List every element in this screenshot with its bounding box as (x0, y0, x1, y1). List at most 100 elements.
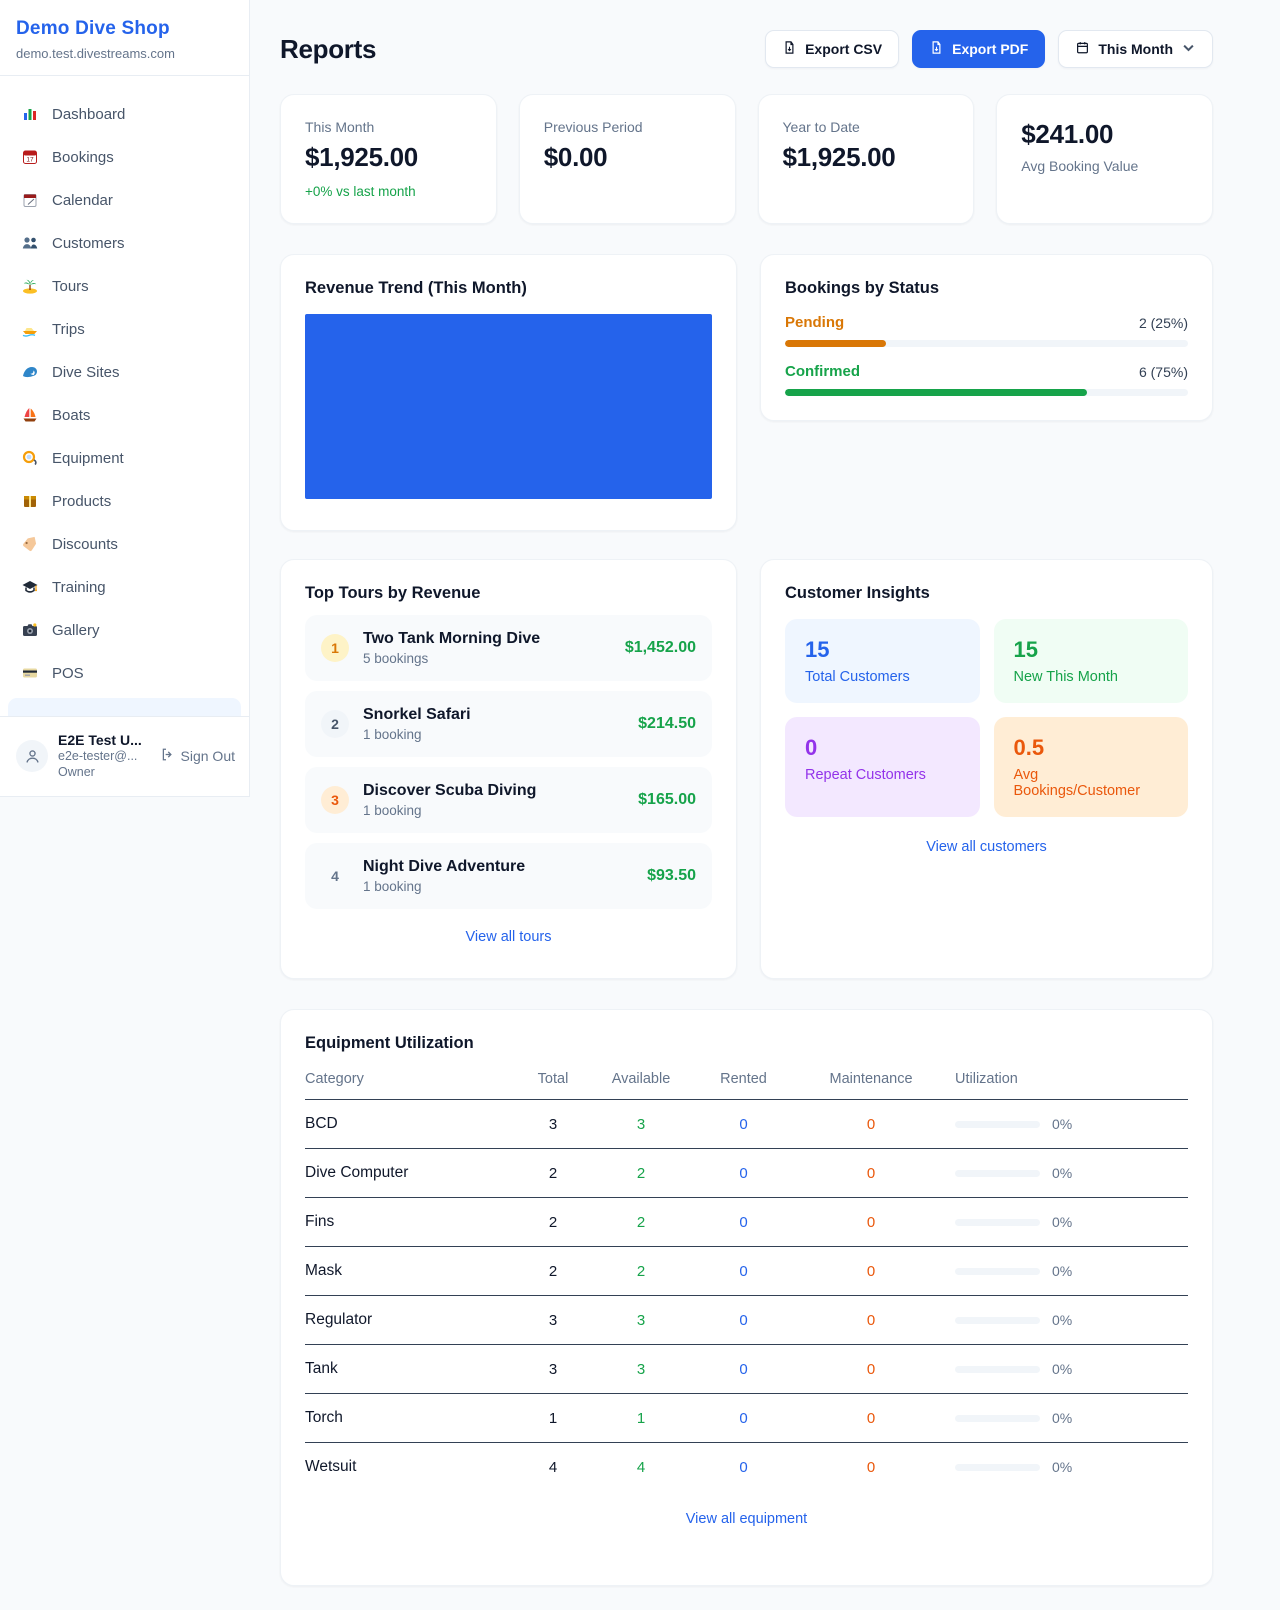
utilization-bar (955, 1267, 1040, 1275)
status-row-header: Confirmed 6 (75%) (785, 363, 1188, 380)
cell-available: 3 (636, 1115, 646, 1133)
view-all-customers-link[interactable]: View all customers (926, 839, 1047, 855)
view-all-tours-link[interactable]: View all tours (465, 929, 552, 945)
stat-value: $0.00 (543, 142, 608, 172)
status-row: Pending 2 (25%) (785, 314, 1188, 347)
sidebar-item-dashboard[interactable]: Dashboard (8, 96, 241, 132)
sidebar-item-trips[interactable]: Trips (8, 311, 241, 347)
user-role: Owner (58, 764, 95, 779)
table-row: Fins 2 2 0 0 0% (305, 1198, 1188, 1247)
sidebar-item-label: Tours (52, 277, 89, 295)
export-csv-button[interactable]: Export CSV (765, 30, 900, 68)
column-header-total: Total (537, 1071, 569, 1087)
utilization-bar (955, 1365, 1040, 1373)
sidebar-item-gallery[interactable]: Gallery (8, 612, 241, 648)
cell-available: 2 (636, 1164, 646, 1182)
status-rows: Pending 2 (25%) Confirmed 6 (75%) (785, 314, 1188, 396)
user-meta: E2E Test U... e2e-tester@... Owner (58, 732, 150, 781)
page-header: Reports Export CSV Export PDF (280, 30, 1213, 68)
tour-rows: 1 Two Tank Morning Dive 5 bookings $1,452.0… (305, 615, 712, 909)
view-all-equipment-link[interactable]: View all equipment (685, 1511, 808, 1527)
cell-total: 3 (548, 1311, 558, 1329)
sidebar-item-label: Calendar (52, 191, 113, 209)
brand-block: Demo Dive Shop demo.test.divestreams.com (0, 0, 249, 76)
sidebar-item-products[interactable]: Products (8, 483, 241, 519)
sidebar-item-label: Bookings (52, 148, 114, 166)
sidebar-item-label: POS (52, 664, 84, 682)
rank-badge: 3 (321, 786, 349, 814)
cell-rented: 0 (739, 1262, 748, 1280)
insight-tile: 0.5 Avg Bookings/Customer (993, 717, 1188, 817)
cell-total: 2 (548, 1262, 558, 1280)
table-row: Tank 3 3 0 0 0% (305, 1345, 1188, 1394)
sidebar-item-calendar[interactable]: Calendar (8, 182, 241, 218)
revenue-trend-card: Revenue Trend (This Month) (280, 254, 737, 531)
dashboard-icon (20, 104, 40, 124)
cell-category: Mask (305, 1262, 343, 1279)
sidebar-item-label: Customers (52, 234, 125, 252)
tour-revenue: $165.00 (638, 791, 696, 808)
sidebar-item-pos[interactable]: POS (8, 655, 241, 691)
stat-card: $241.00 Avg Booking Value (996, 94, 1213, 224)
status-count: 2 (25%) (1138, 314, 1188, 331)
column-header-category: Category (305, 1071, 364, 1087)
sidebar-item-equipment[interactable]: Equipment (8, 440, 241, 476)
cell-rented: 0 (739, 1409, 748, 1427)
utilization-bar (955, 1316, 1040, 1324)
sidebar-item-discounts[interactable]: Discounts (8, 526, 241, 562)
stat-label: Previous Period (543, 119, 643, 135)
table-row: Mask 2 2 0 0 0% (305, 1247, 1188, 1296)
sidebar-item-dive-sites[interactable]: Dive Sites (8, 354, 241, 390)
tour-info: Two Tank Morning Dive 5 bookings (363, 630, 611, 666)
tour-name: Two Tank Morning Dive (363, 630, 541, 647)
status-row: Confirmed 6 (75%) (785, 363, 1188, 396)
calendar-icon (20, 190, 40, 210)
stat-label: This Month (305, 119, 375, 135)
cell-rented: 0 (739, 1164, 748, 1182)
insight-tile: 15 Total Customers (785, 619, 980, 703)
header-actions: Export CSV Export PDF This Month (765, 30, 1213, 68)
training-icon (20, 577, 40, 597)
tour-info: Snorkel Safari 1 booking (363, 706, 624, 742)
sidebar-item-customers[interactable]: Customers (8, 225, 241, 261)
sidebar-item-training[interactable]: Training (8, 569, 241, 605)
calendar-icon (1075, 40, 1090, 58)
rank-badge: 1 (321, 634, 349, 662)
stat-delta: +0% vs last month (305, 184, 416, 199)
tour-bookings: 5 bookings (363, 651, 429, 666)
sidebar-item-tours[interactable]: Tours (8, 268, 241, 304)
tour-revenue: $93.50 (647, 867, 696, 884)
cell-maintenance: 0 (866, 1311, 876, 1329)
export-csv-label: Export CSV (805, 41, 883, 57)
tour-bookings: 1 booking (363, 803, 422, 818)
sidebar-item-active-partial[interactable] (8, 698, 241, 716)
cell-category: Regulator (305, 1311, 373, 1328)
sign-out-button[interactable]: Sign Out (160, 747, 235, 765)
customer-insights-card: Customer Insights 15 Total Customers 15 New… (760, 559, 1213, 979)
sidebar-item-boats[interactable]: Boats (8, 397, 241, 433)
cell-utilization: 0% (941, 1214, 1188, 1230)
table-row: Wetsuit 4 4 0 0 0% (305, 1443, 1188, 1491)
export-pdf-button[interactable]: Export PDF (912, 30, 1046, 68)
period-select[interactable]: This Month (1058, 30, 1213, 68)
cell-available: 4 (636, 1458, 646, 1476)
file-download-icon (929, 40, 944, 58)
export-pdf-label: Export PDF (952, 41, 1029, 57)
period-label: This Month (1098, 41, 1173, 57)
cell-category: Tank (305, 1360, 338, 1377)
brand-name[interactable]: Demo Dive Shop (16, 18, 170, 39)
status-row-header: Pending 2 (25%) (785, 314, 1188, 331)
trips-icon (20, 319, 40, 339)
top-tours-card: Top Tours by Revenue 1 Two Tank Morning D… (280, 559, 737, 979)
sidebar-item-label: Training (52, 578, 106, 596)
cell-total: 1 (548, 1409, 558, 1427)
cell-category: Fins (305, 1213, 335, 1230)
bookings-by-status-title: Bookings by Status (785, 279, 940, 297)
tour-name: Discover Scuba Diving (363, 782, 537, 799)
sidebar-item-bookings[interactable]: 17 Bookings (8, 139, 241, 175)
tour-bookings: 1 booking (363, 727, 422, 742)
cell-rented: 0 (739, 1115, 748, 1133)
cell-maintenance: 0 (866, 1409, 876, 1427)
utilization-percent: 0% (1052, 1165, 1073, 1181)
cell-total: 2 (548, 1164, 558, 1182)
